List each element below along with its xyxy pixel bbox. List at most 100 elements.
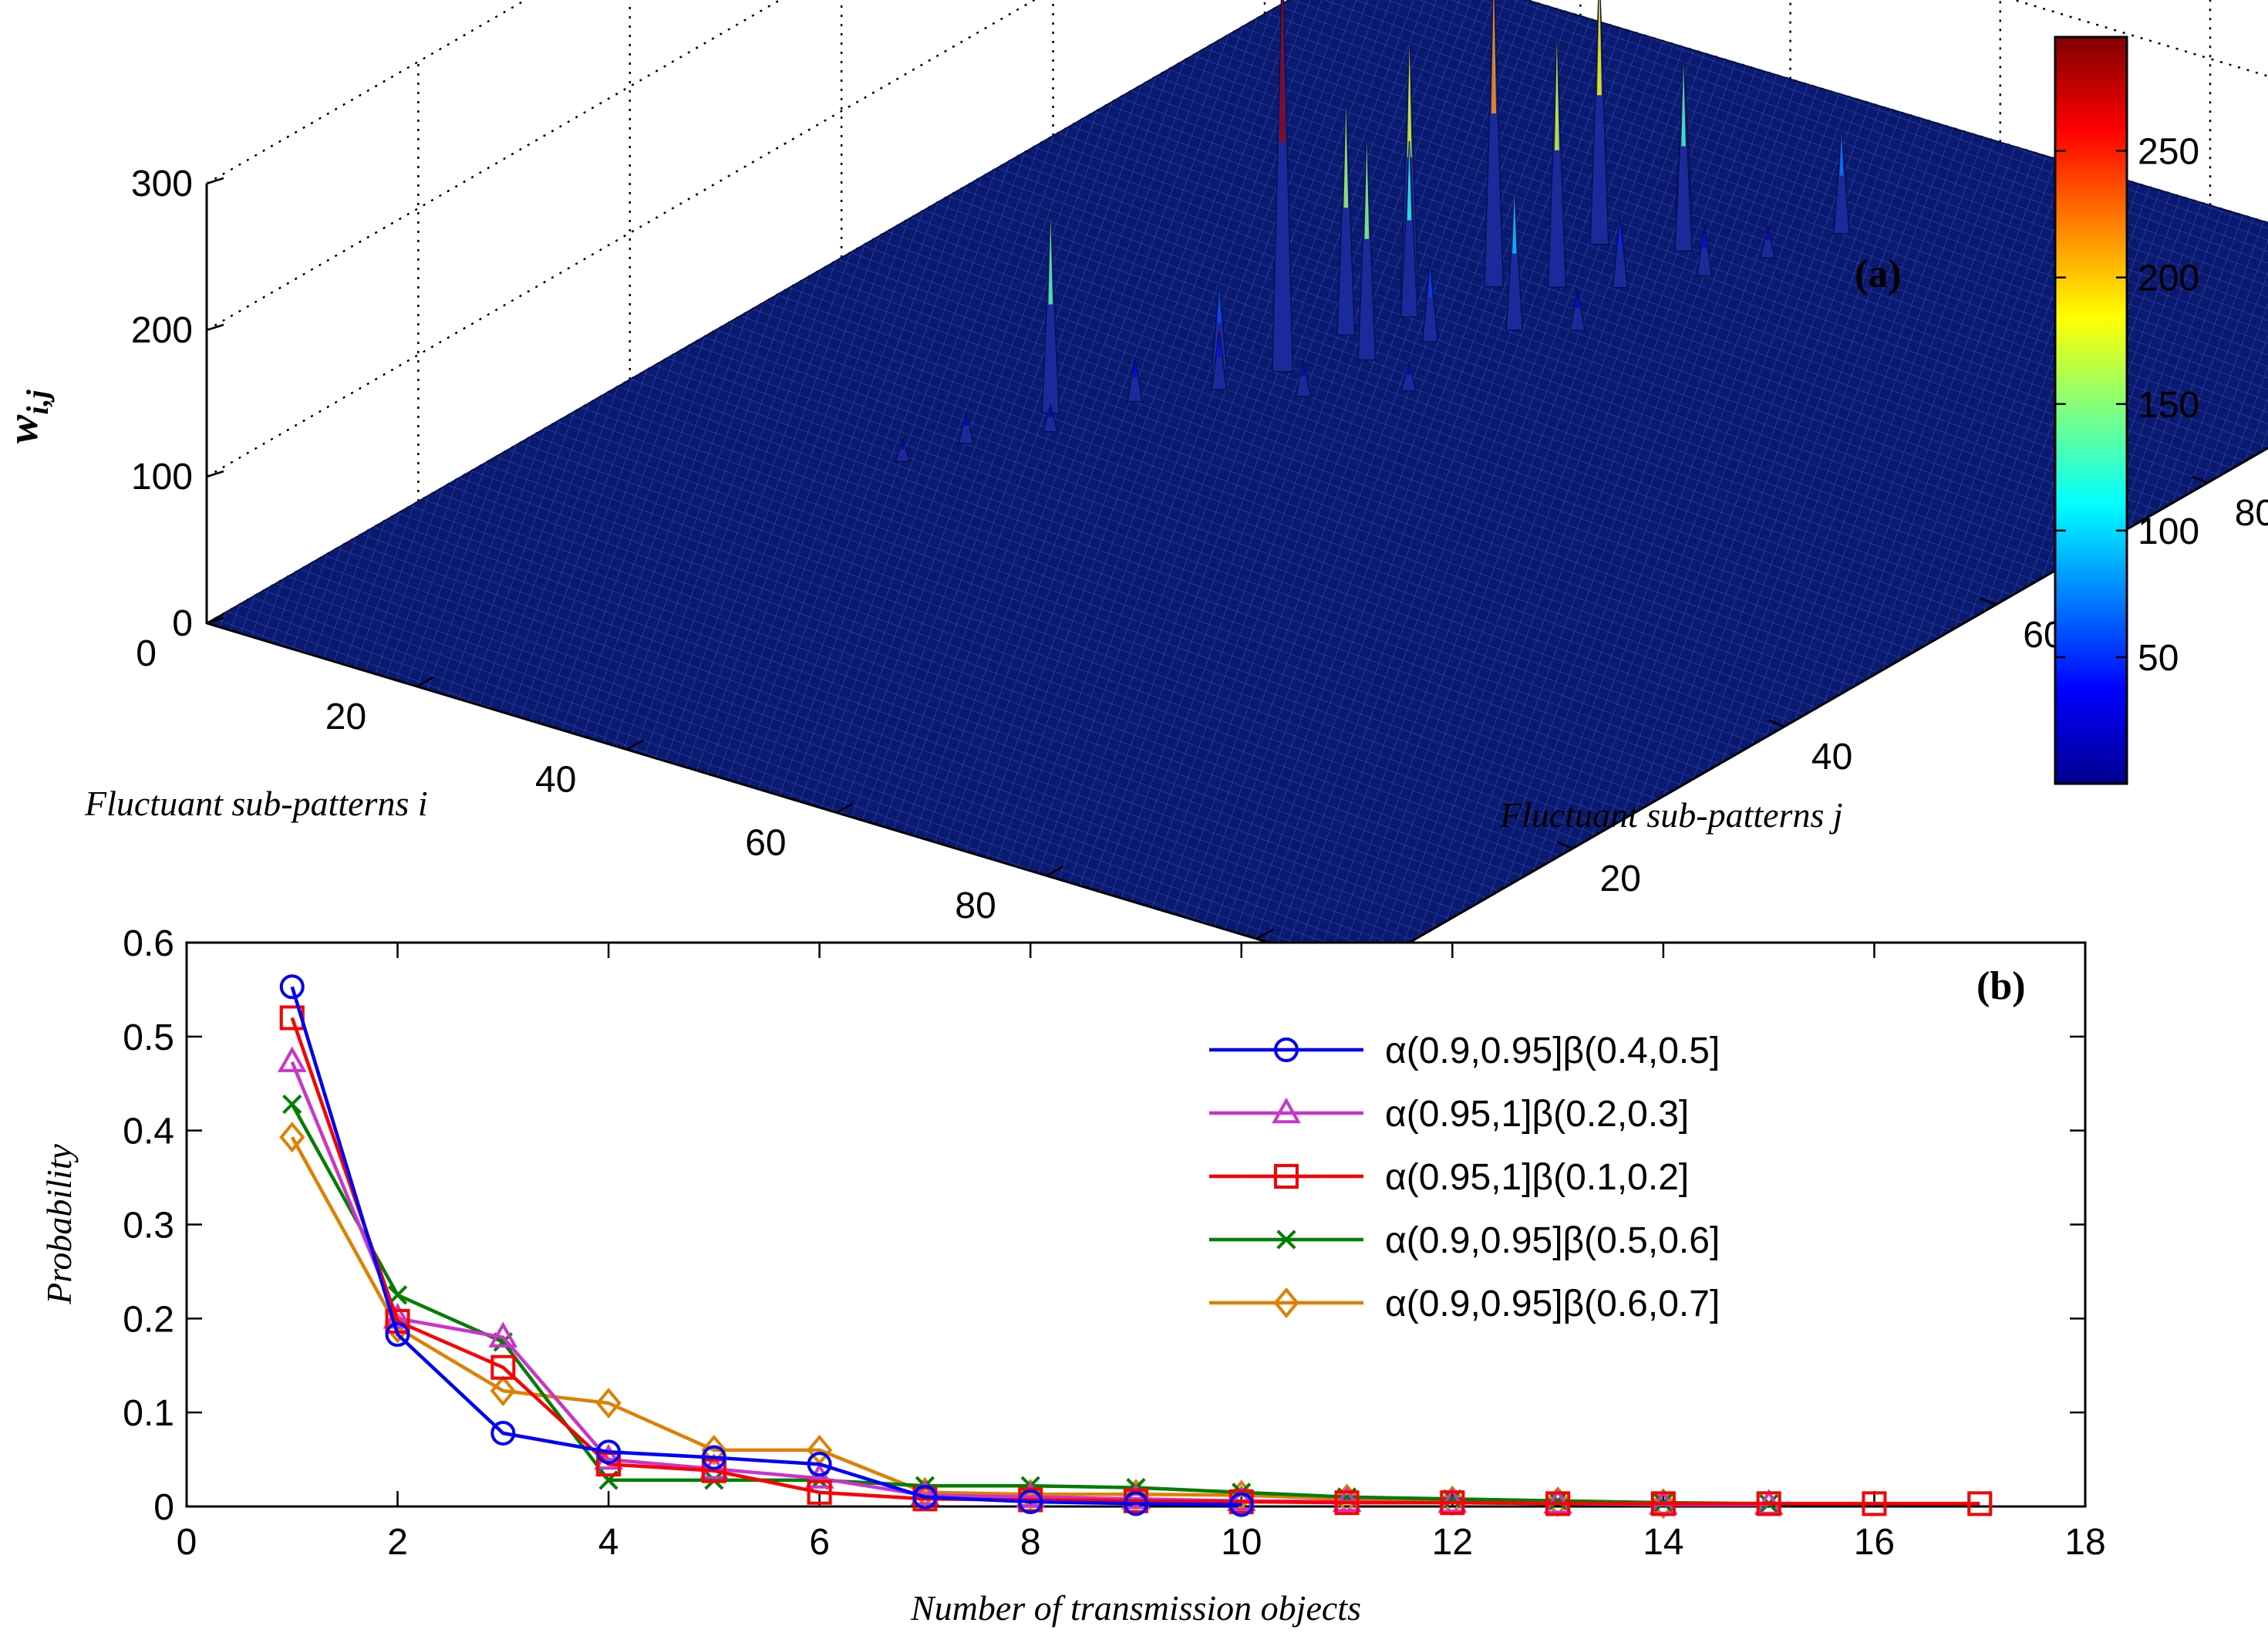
surface-peak-highlight [1428, 261, 1432, 298]
y-tick-label-a: 20 [1600, 859, 1641, 899]
surface-peak [1505, 191, 1523, 331]
x-tick-label-b: 2 [387, 1522, 408, 1563]
legend-label: α(0.9,0.95]β(0.5,0.6] [1385, 1220, 1720, 1261]
surface-peak-highlight [964, 411, 969, 426]
surface-peak-highlight [1765, 225, 1770, 241]
legend-entry: α(0.9,0.95]β(0.6,0.7] [1209, 1284, 1720, 1324]
y-tick-a [2192, 475, 2209, 484]
surface-peak [1272, 0, 1294, 373]
surface-peak [1484, 0, 1504, 288]
surface-peak-highlight [1555, 38, 1559, 150]
marker-triangle [804, 1463, 834, 1489]
marker-square [1440, 1490, 1465, 1516]
z-tick-a [206, 470, 224, 478]
marker-x [1548, 1491, 1568, 1511]
surface-peak-highlight [1364, 140, 1370, 239]
marker-triangle [910, 1479, 940, 1506]
marker-square [701, 1458, 726, 1483]
y-axis-line-a [1360, 447, 2268, 972]
y-tick-label-b: 0.4 [123, 1112, 174, 1152]
surface-peak [958, 410, 975, 444]
marker-circle [807, 1452, 832, 1477]
x-tick-label-b: 10 [1221, 1522, 1262, 1563]
y-tick-label-b: 0.1 [123, 1393, 174, 1434]
surface-peak [1674, 60, 1693, 252]
legend-label: α(0.9,0.95]β(0.6,0.7] [1385, 1284, 1720, 1324]
marker-circle [1274, 1037, 1299, 1062]
marker-circle [701, 1445, 726, 1470]
surface-peak [1696, 224, 1713, 277]
surface-peaks [895, 0, 1850, 463]
marker-x-stroke [282, 1094, 302, 1115]
series-line [290, 1136, 1663, 1506]
legend-entry: α(0.95,1]β(0.2,0.3] [1209, 1094, 1689, 1135]
marker-x-stroke [1276, 1230, 1296, 1250]
surface-peak-highlight [1839, 128, 1844, 176]
marker-square [490, 1355, 516, 1380]
surface-peak-highlight [1512, 191, 1517, 254]
series-circle [279, 974, 1254, 1517]
surface-peak-highlight [1301, 359, 1306, 376]
x-tick-label-b: 6 [809, 1522, 830, 1563]
marker-x [282, 1094, 302, 1115]
surface-peak-highlight [1343, 103, 1349, 208]
surface-floor [204, 0, 2268, 971]
marker-diamond [595, 1388, 622, 1419]
x-tick-a [1255, 928, 1274, 940]
marker-triangle [1226, 1485, 1256, 1511]
marker-square [1967, 1491, 1993, 1516]
panel-b-label: (b) [1976, 964, 2026, 1008]
x-tick-label-a: 20 [325, 697, 366, 737]
marker-square [1650, 1491, 1676, 1516]
marker-square [1274, 1164, 1299, 1189]
plot-area [185, 941, 2087, 1508]
x-tick-label-b: 18 [2064, 1522, 2105, 1563]
surface-peak [1295, 359, 1312, 397]
marker-diamond [1273, 1287, 1299, 1318]
marker-square [1545, 1491, 1571, 1516]
y-tick-label-b: 0 [153, 1487, 174, 1528]
marker-square [1862, 1491, 1887, 1516]
legend-entry: α(0.9,0.95]β(0.4,0.5] [1209, 1031, 1720, 1071]
x-tick-label-a: 40 [535, 760, 576, 801]
y-axis-label-a: Fluctuant sub-patterns j [1499, 795, 1843, 835]
y-tick-a [1768, 719, 1785, 728]
x-axis-label-b: Number of transmission objects [910, 1588, 1361, 1628]
surface-axes [205, 184, 2268, 972]
colorbar [2054, 35, 2128, 785]
y-tick-a [1557, 841, 1573, 850]
marker-triangle [1543, 1488, 1572, 1514]
legend-entry: α(0.95,1]β(0.1,0.2] [1209, 1157, 1689, 1198]
marker-circle [912, 1484, 938, 1510]
legend-label: α(0.9,0.95]β(0.4,0.5] [1385, 1031, 1720, 1071]
x-tick-a [1046, 865, 1064, 877]
colorbar-tick-label: 100 [2138, 511, 2199, 552]
x-tick-label-b: 0 [177, 1522, 197, 1563]
surface-peak-highlight [1407, 361, 1410, 375]
marker-circle [490, 1420, 516, 1446]
surface-peak [1833, 128, 1850, 234]
series-line [290, 986, 1242, 1506]
legend-entry: α(0.9,0.95]β(0.5,0.6] [1209, 1220, 1720, 1261]
y-tick-label-b: 0.2 [123, 1299, 174, 1340]
surface-peak [1421, 261, 1439, 342]
y-tick-label-b: 0.5 [123, 1017, 174, 1058]
surface-peak [1127, 357, 1143, 403]
surface-peak [1400, 140, 1419, 318]
colorbar-tick-label: 150 [2138, 385, 2199, 426]
y-axis-label-b: Probability [39, 1144, 79, 1305]
marker-triangle [277, 1046, 307, 1072]
marker-triangle [1016, 1481, 1046, 1507]
marker-circle [1124, 1491, 1148, 1516]
surface-peak [1589, 0, 1609, 245]
marker-circle [385, 1322, 410, 1348]
surface-plot: 0204060801000204060801000100200300 (a) w… [0, 0, 2268, 1021]
surface-peak-highlight [1407, 141, 1412, 221]
marker-diamond [1650, 1488, 1677, 1520]
surface-peak [1357, 140, 1377, 361]
surface-peak [1612, 217, 1629, 288]
z-axis-label: wi,j [0, 390, 55, 444]
marker-triangle [1332, 1486, 1362, 1513]
series-line [290, 1017, 1980, 1506]
marker-square [1756, 1491, 1781, 1516]
